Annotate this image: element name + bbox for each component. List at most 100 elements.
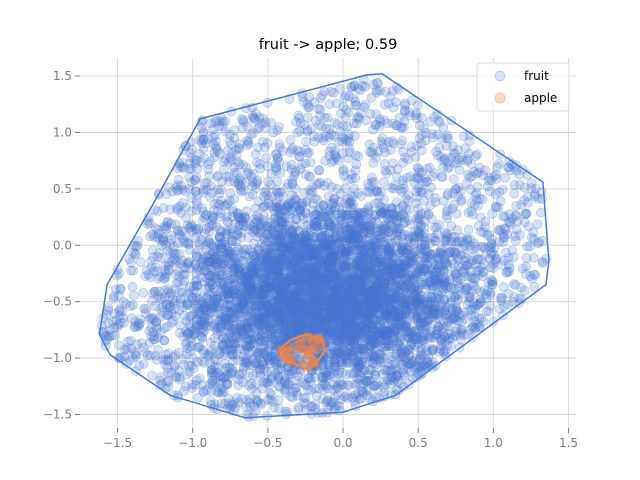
- scatter-point-fruit: [302, 254, 313, 265]
- scatter-point-fruit: [262, 236, 273, 247]
- scatter-point-fruit: [456, 324, 467, 335]
- scatter-point-fruit: [495, 293, 506, 303]
- scatter-point-fruit: [351, 315, 362, 326]
- scatter-point-fruit: [142, 218, 153, 229]
- scatter-point-fruit: [312, 267, 323, 278]
- scatter-point-fruit: [297, 349, 307, 360]
- scatter-point-fruit: [173, 347, 184, 358]
- scatter-point-fruit: [250, 257, 261, 268]
- scatter-point-fruit: [243, 322, 254, 333]
- scatter-point-fruit: [304, 102, 315, 112]
- scatter-point-fruit: [239, 304, 250, 315]
- scatter-point-fruit: [280, 374, 291, 384]
- scatter-point-fruit: [194, 239, 205, 250]
- scatter-point-fruit: [248, 112, 259, 123]
- scatter-point-fruit: [347, 298, 358, 309]
- scatter-point-fruit: [151, 354, 162, 365]
- scatter-point-fruit: [323, 191, 334, 202]
- scatter-point-fruit: [343, 262, 354, 273]
- scatter-point-fruit: [356, 108, 366, 118]
- scatter-point-fruit: [307, 268, 318, 278]
- scatter-point-fruit: [434, 308, 444, 319]
- scatter-point-fruit: [324, 307, 335, 318]
- scatter-point-fruit: [413, 213, 424, 223]
- scatter-point-fruit: [272, 309, 282, 320]
- scatter-point-fruit: [374, 267, 385, 278]
- scatter-point-fruit: [370, 120, 381, 130]
- scatter-point-fruit: [310, 256, 321, 267]
- scatter-point-fruit: [190, 380, 201, 390]
- scatter-point-fruit: [333, 294, 344, 305]
- scatter-point-fruit: [327, 247, 337, 258]
- scatter-point-fruit: [272, 153, 283, 164]
- scatter-point-fruit: [274, 122, 284, 132]
- scatter-point-fruit: [226, 249, 237, 260]
- scatter-point-fruit: [262, 161, 273, 172]
- scatter-point-fruit: [178, 302, 189, 313]
- scatter-point-fruit: [263, 250, 274, 261]
- scatter-point-fruit: [264, 340, 275, 351]
- scatter-point-fruit: [359, 253, 370, 264]
- scatter-point-fruit: [353, 300, 364, 311]
- scatter-point-fruit: [285, 134, 296, 145]
- scatter-point-fruit: [321, 316, 331, 327]
- scatter-point-fruit: [403, 331, 414, 342]
- scatter-point-fruit: [398, 179, 409, 190]
- scatter-point-fruit: [473, 167, 484, 178]
- scatter-point-fruit: [350, 289, 361, 300]
- scatter-point-fruit: [389, 373, 400, 384]
- scatter-point-fruit: [232, 242, 243, 253]
- scatter-point-fruit: [293, 110, 304, 121]
- scatter-point-fruit: [287, 271, 298, 282]
- scatter-point-fruit: [232, 355, 243, 366]
- scatter-point-fruit: [535, 207, 546, 218]
- scatter-point-fruit: [417, 344, 427, 355]
- scatter-point-fruit: [309, 267, 320, 277]
- scatter-point-fruit: [334, 236, 345, 247]
- scatter-point-fruit: [300, 169, 311, 180]
- scatter-point-fruit: [220, 314, 231, 325]
- scatter-point-fruit: [248, 360, 259, 371]
- scatter-point-fruit: [171, 295, 182, 306]
- scatter-point-fruit: [315, 104, 326, 115]
- scatter-point-fruit: [212, 293, 223, 304]
- scatter-point-fruit: [281, 275, 292, 285]
- scatter-point-fruit: [230, 312, 241, 323]
- scatter-point-fruit: [295, 163, 306, 174]
- scatter-point-fruit: [354, 276, 365, 287]
- scatter-point-fruit: [250, 108, 261, 119]
- scatter-point-fruit: [265, 358, 276, 369]
- scatter-point-fruit: [234, 369, 245, 379]
- scatter-point-fruit: [205, 156, 216, 167]
- scatter-point-fruit: [278, 262, 289, 273]
- scatter-point-fruit: [526, 178, 537, 189]
- scatter-point-fruit: [385, 145, 396, 155]
- scatter-point-fruit: [263, 194, 274, 205]
- scatter-point-fruit: [315, 298, 325, 309]
- scatter-point-fruit: [401, 282, 412, 293]
- scatter-point-fruit: [427, 232, 438, 243]
- scatter-point-fruit: [318, 238, 329, 248]
- scatter-point-fruit: [174, 305, 185, 316]
- scatter-point-fruit: [326, 285, 337, 296]
- scatter-point-fruit: [321, 332, 332, 343]
- scatter-point-fruit: [440, 346, 451, 356]
- scatter-point-fruit: [297, 377, 308, 388]
- scatter-point-fruit: [375, 304, 386, 315]
- scatter-point-fruit: [304, 267, 315, 278]
- scatter-point-fruit: [504, 263, 515, 274]
- scatter-point-fruit: [351, 100, 362, 111]
- scatter-point-fruit: [304, 247, 315, 258]
- scatter-point-fruit: [274, 257, 285, 267]
- scatter-point-fruit: [305, 245, 316, 256]
- scatter-point-fruit: [349, 213, 360, 223]
- scatter-point-fruit: [212, 206, 223, 216]
- scatter-point-fruit: [528, 253, 539, 263]
- scatter-point-fruit: [403, 325, 414, 336]
- scatter-point-fruit: [430, 275, 441, 286]
- scatter-point-fruit: [370, 295, 381, 306]
- scatter-point-fruit: [308, 344, 319, 355]
- scatter-point-fruit: [436, 288, 447, 299]
- scatter-point-fruit: [226, 368, 237, 378]
- scatter-point-fruit: [477, 194, 488, 205]
